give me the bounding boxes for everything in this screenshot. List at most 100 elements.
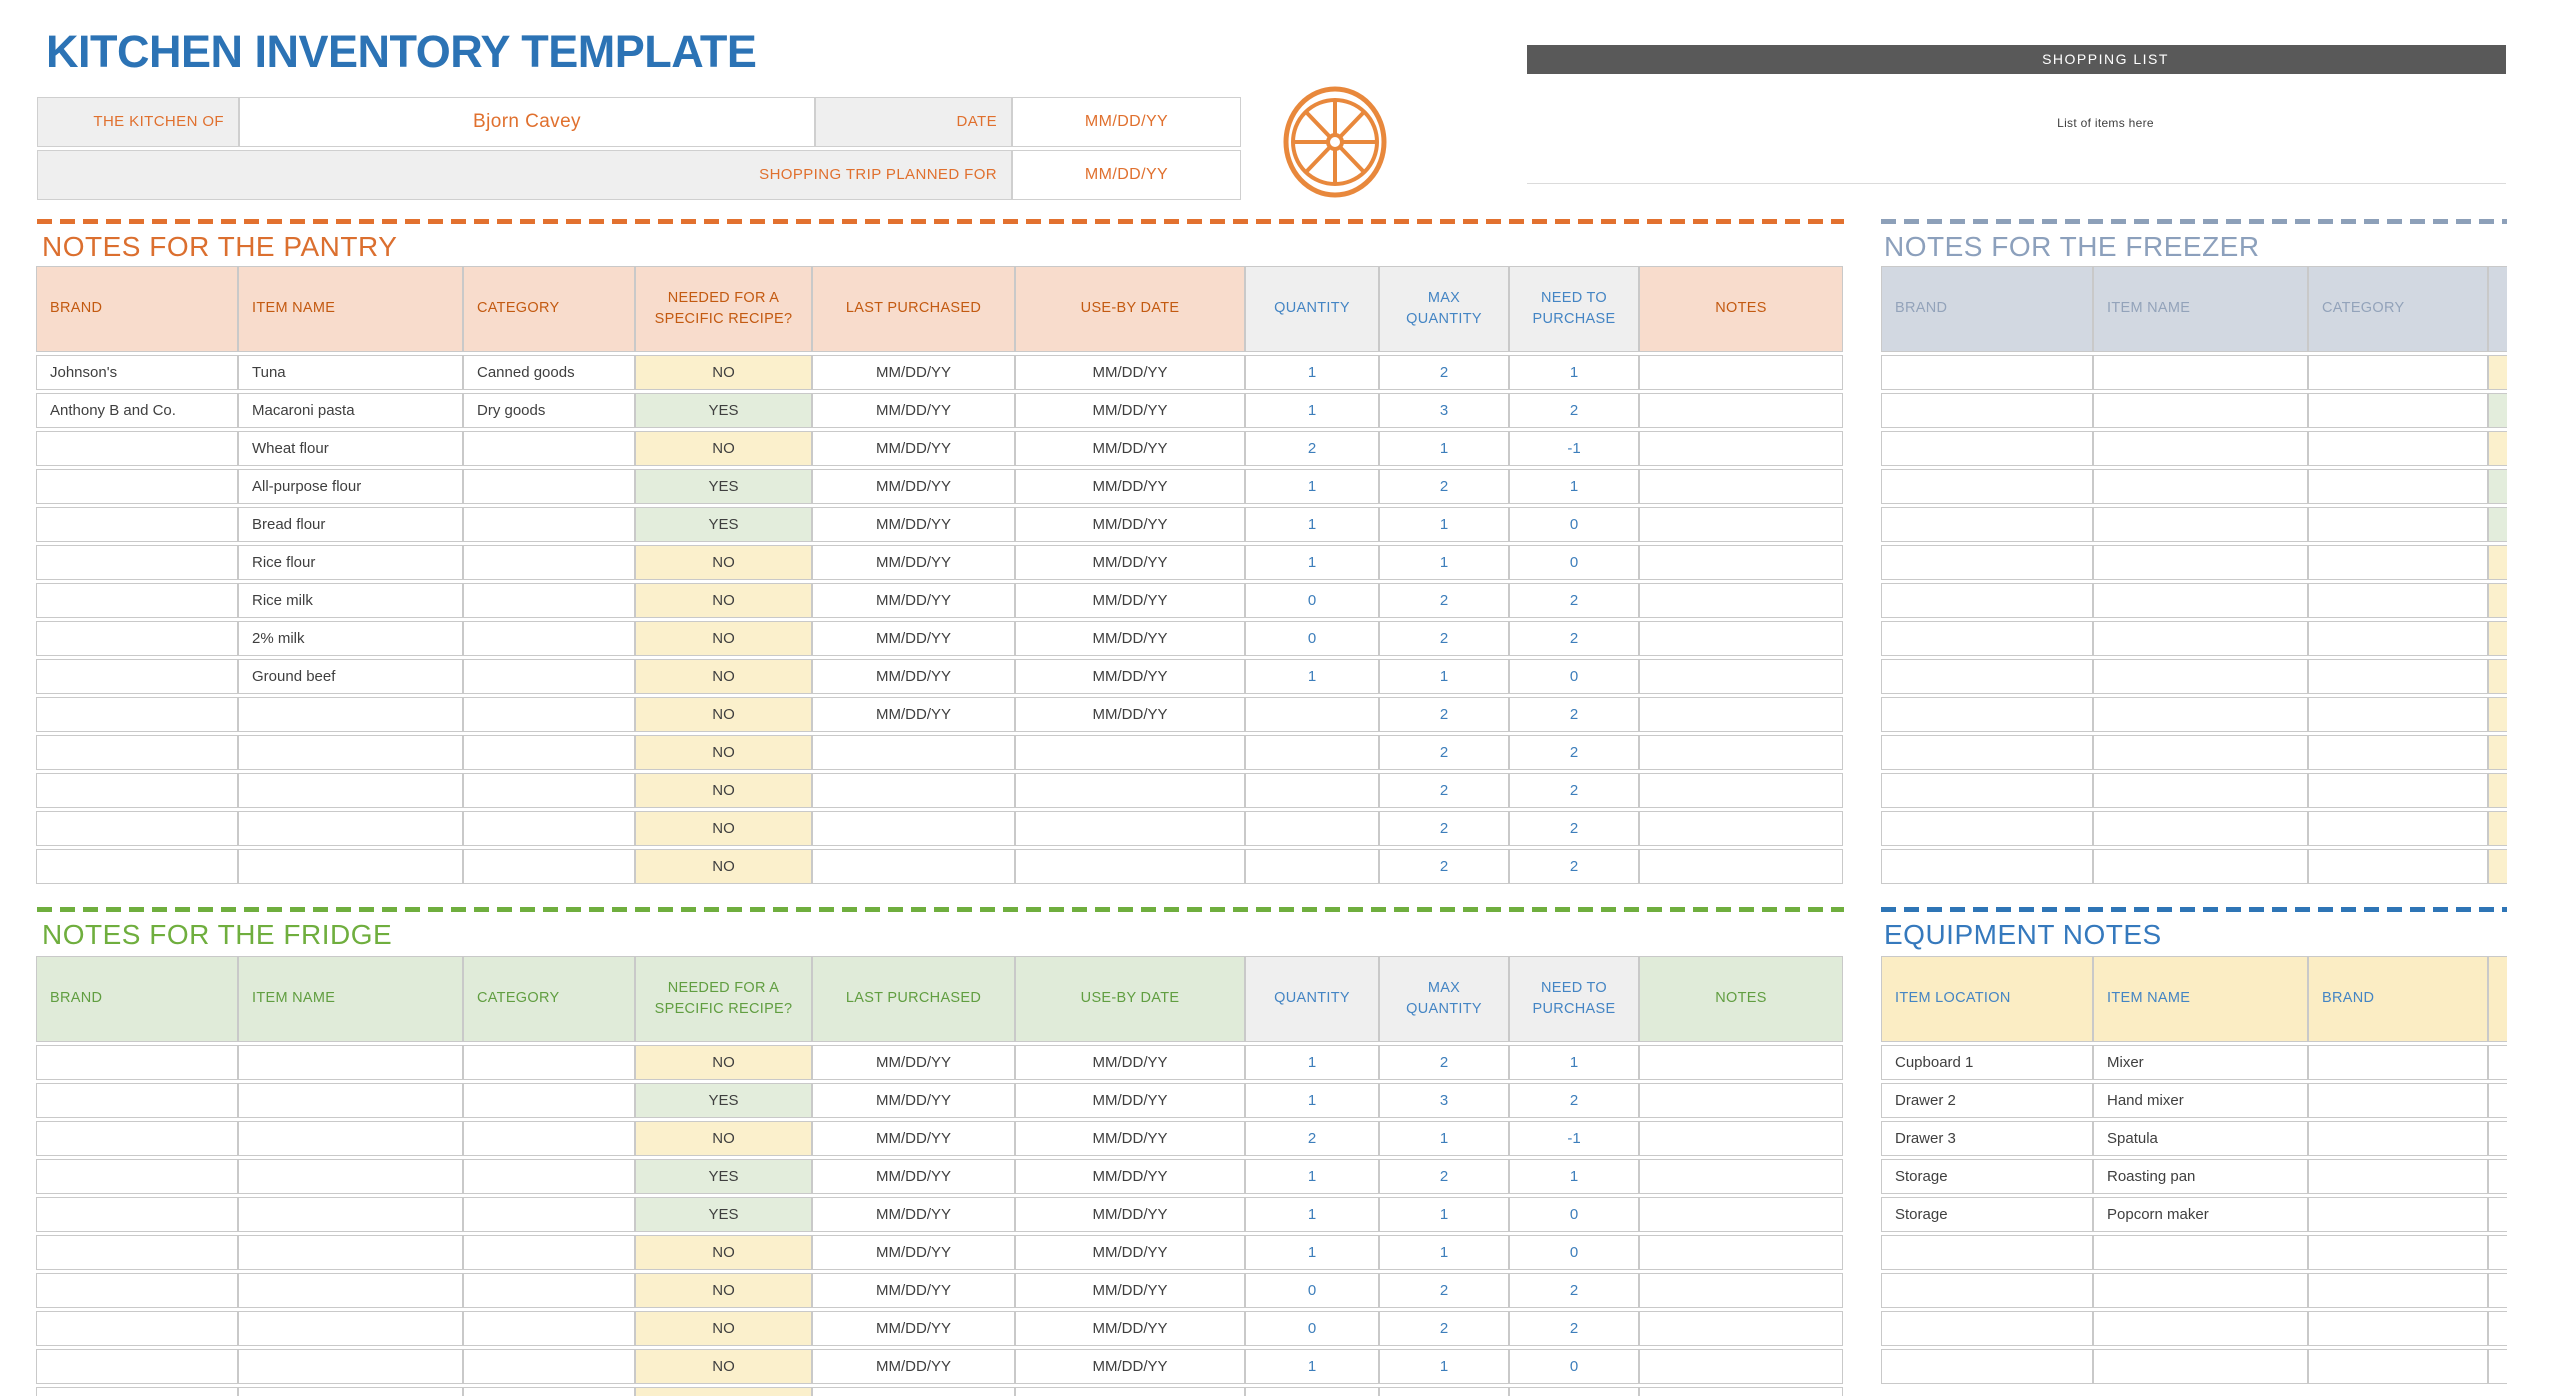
- cell-num[interactable]: 2: [1379, 1387, 1509, 1396]
- cell-date[interactable]: MM/DD/YY: [812, 355, 1015, 390]
- cell-num[interactable]: 1: [1379, 659, 1509, 694]
- cell-num[interactable]: 0: [1509, 545, 1639, 580]
- cell-num[interactable]: 2: [1379, 811, 1509, 846]
- cell-text[interactable]: Roasting pan: [2093, 1159, 2308, 1194]
- cell-text[interactable]: Rice milk: [238, 583, 463, 618]
- cell-text[interactable]: [238, 1311, 463, 1346]
- cell-text[interactable]: Popcorn maker: [2093, 1197, 2308, 1232]
- cell-num[interactable]: [1245, 849, 1379, 884]
- cell-date[interactable]: MM/DD/YY: [812, 621, 1015, 656]
- cell-num[interactable]: 2: [1509, 1083, 1639, 1118]
- cell-num[interactable]: -1: [1509, 1121, 1639, 1156]
- cell-date[interactable]: MM/DD/YY: [1015, 1197, 1245, 1232]
- cell-num[interactable]: 2: [1379, 1045, 1509, 1080]
- cell-text[interactable]: All-purpose flour: [238, 469, 463, 504]
- cell-num[interactable]: 1: [1509, 1159, 1639, 1194]
- cell-text[interactable]: [463, 1159, 635, 1194]
- cell-date[interactable]: [1015, 811, 1245, 846]
- cell-text[interactable]: [2488, 1159, 2507, 1194]
- cell-num[interactable]: 1: [1245, 1235, 1379, 1270]
- cell-recipe[interactable]: YES: [635, 507, 812, 542]
- cell-recipe[interactable]: YES: [635, 1159, 812, 1194]
- cell-text[interactable]: Johnson's: [36, 355, 238, 390]
- cell-text[interactable]: [1881, 659, 2093, 694]
- cell-date[interactable]: MM/DD/YY: [812, 697, 1015, 732]
- cell-date[interactable]: MM/DD/YY: [812, 393, 1015, 428]
- cell-text[interactable]: [2308, 849, 2488, 884]
- cell-notes[interactable]: [1639, 1387, 1843, 1396]
- cell-num[interactable]: 2: [1509, 811, 1639, 846]
- cell-text[interactable]: Drawer 3: [1881, 1121, 2093, 1156]
- cell-text[interactable]: Ground beef: [238, 659, 463, 694]
- cell-text[interactable]: [463, 1387, 635, 1396]
- cell-text[interactable]: Mixer: [2093, 1045, 2308, 1080]
- cell-text[interactable]: [2308, 1311, 2488, 1346]
- cell-num[interactable]: 2: [1379, 1311, 1509, 1346]
- cell-text[interactable]: [36, 1045, 238, 1080]
- cell-date[interactable]: MM/DD/YY: [812, 1349, 1015, 1384]
- cell-text[interactable]: Canned goods: [463, 355, 635, 390]
- cell-num[interactable]: 1: [1245, 659, 1379, 694]
- cell-notes[interactable]: [1639, 697, 1843, 732]
- cell-text[interactable]: [2308, 583, 2488, 618]
- cell-text[interactable]: [36, 811, 238, 846]
- cell-text[interactable]: [2093, 735, 2308, 770]
- cell-text[interactable]: [36, 1349, 238, 1384]
- cell-num[interactable]: 2: [1379, 735, 1509, 770]
- cell-num[interactable]: 0: [1509, 1197, 1639, 1232]
- cell-text[interactable]: Bread flour: [238, 507, 463, 542]
- cell-notes[interactable]: [1639, 659, 1843, 694]
- cell-recipe[interactable]: NO: [2488, 431, 2507, 466]
- cell-text[interactable]: [238, 1197, 463, 1232]
- cell-num[interactable]: 2: [1509, 1387, 1639, 1396]
- cell-text[interactable]: [2488, 1121, 2507, 1156]
- cell-text[interactable]: [36, 1159, 238, 1194]
- cell-text[interactable]: [2093, 1273, 2308, 1308]
- cell-num[interactable]: 2: [1509, 773, 1639, 808]
- cell-text[interactable]: [2488, 1197, 2507, 1232]
- cell-text[interactable]: [238, 735, 463, 770]
- cell-recipe[interactable]: YES: [2488, 469, 2507, 504]
- cell-text[interactable]: [238, 1159, 463, 1194]
- cell-notes[interactable]: [1639, 469, 1843, 504]
- cell-recipe[interactable]: NO: [635, 1121, 812, 1156]
- cell-text[interactable]: [2308, 621, 2488, 656]
- cell-text[interactable]: [1881, 431, 2093, 466]
- cell-notes[interactable]: [1639, 811, 1843, 846]
- cell-text[interactable]: [36, 1235, 238, 1270]
- cell-num[interactable]: 2: [1379, 849, 1509, 884]
- cell-text[interactable]: [463, 545, 635, 580]
- cell-text[interactable]: [2308, 1273, 2488, 1308]
- cell-date[interactable]: [812, 849, 1015, 884]
- cell-text[interactable]: [36, 431, 238, 466]
- cell-recipe[interactable]: YES: [2488, 393, 2507, 428]
- cell-text[interactable]: [2308, 469, 2488, 504]
- cell-text[interactable]: [2308, 1159, 2488, 1194]
- cell-num[interactable]: 0: [1245, 1273, 1379, 1308]
- cell-notes[interactable]: [1639, 1045, 1843, 1080]
- cell-date[interactable]: MM/DD/YY: [1015, 659, 1245, 694]
- cell-num[interactable]: 2: [1509, 583, 1639, 618]
- cell-text[interactable]: [2488, 1311, 2507, 1346]
- cell-text[interactable]: [2308, 773, 2488, 808]
- cell-num[interactable]: 1: [1245, 1083, 1379, 1118]
- cell-num[interactable]: 0: [1509, 507, 1639, 542]
- cell-date[interactable]: [812, 735, 1015, 770]
- cell-text[interactable]: Macaroni pasta: [238, 393, 463, 428]
- cell-text[interactable]: [463, 1197, 635, 1232]
- cell-recipe[interactable]: NO: [2488, 545, 2507, 580]
- cell-text[interactable]: Anthony B and Co.: [36, 393, 238, 428]
- cell-text[interactable]: [36, 735, 238, 770]
- cell-text[interactable]: [1881, 1349, 2093, 1384]
- cell-num[interactable]: 0: [1509, 659, 1639, 694]
- cell-notes[interactable]: [1639, 1083, 1843, 1118]
- cell-notes[interactable]: [1639, 507, 1843, 542]
- cell-text[interactable]: [36, 1387, 238, 1396]
- cell-date[interactable]: MM/DD/YY: [1015, 1387, 1245, 1396]
- cell-text[interactable]: [2093, 1311, 2308, 1346]
- cell-date[interactable]: MM/DD/YY: [1015, 621, 1245, 656]
- cell-num[interactable]: 0: [1509, 1349, 1639, 1384]
- cell-text[interactable]: [36, 583, 238, 618]
- cell-num[interactable]: 2: [1379, 773, 1509, 808]
- cell-num[interactable]: 3: [1379, 393, 1509, 428]
